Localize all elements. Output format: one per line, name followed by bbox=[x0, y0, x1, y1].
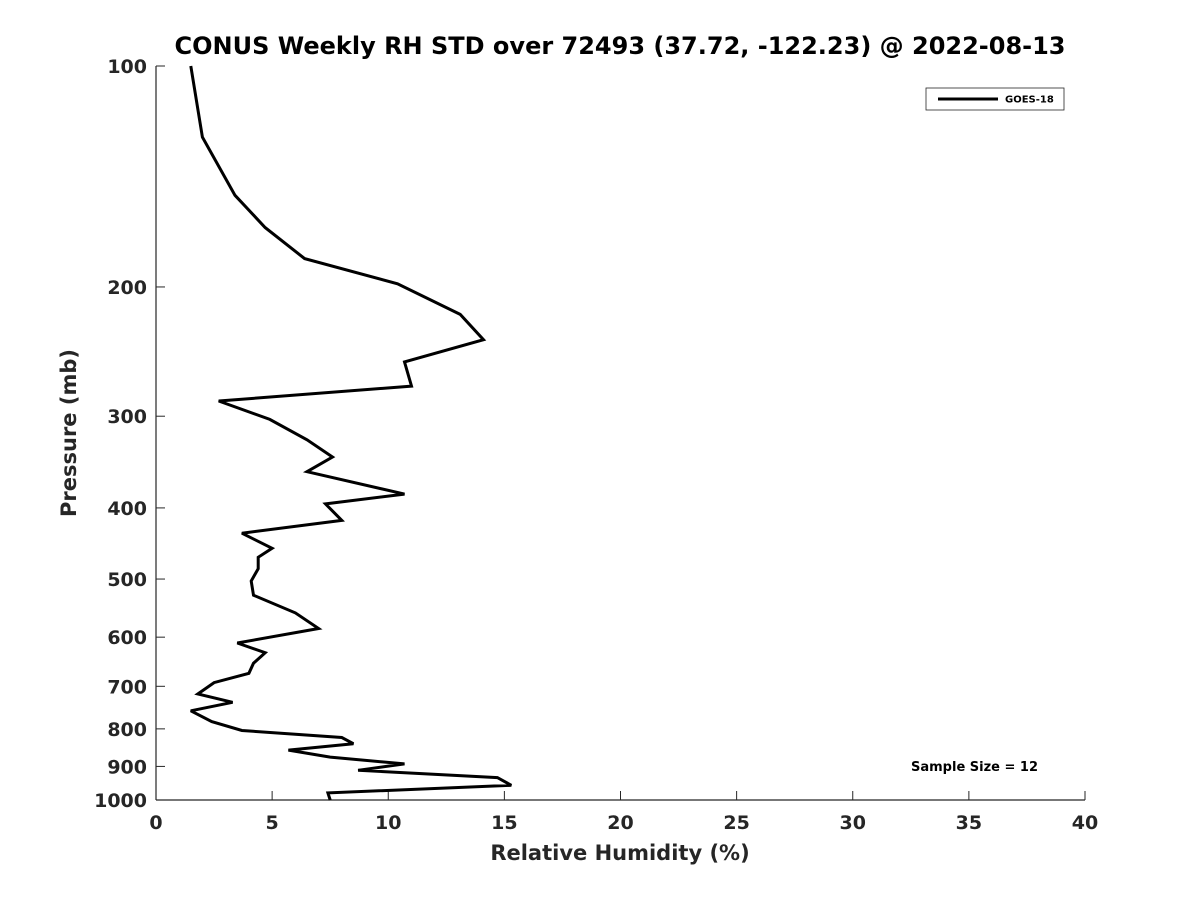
y-tick-label: 400 bbox=[107, 498, 147, 520]
y-tick-label: 500 bbox=[107, 569, 147, 591]
x-tick-label: 20 bbox=[607, 812, 633, 834]
y-ticks: 100 200 300 400 500 600 700 800 900 1000 bbox=[94, 56, 165, 812]
chart-title: CONUS Weekly RH STD over 72493 (37.72, -… bbox=[174, 32, 1065, 60]
y-tick-label: 800 bbox=[107, 719, 147, 741]
y-tick-label: 700 bbox=[107, 676, 147, 698]
x-tick-label: 40 bbox=[1072, 812, 1098, 834]
legend-label: GOES-18 bbox=[1005, 95, 1054, 106]
y-tick-label: 200 bbox=[107, 277, 147, 299]
series-line bbox=[189, 65, 513, 801]
y-tick-label: 300 bbox=[107, 406, 147, 428]
x-ticks: 0 5 10 15 20 25 30 35 40 bbox=[149, 791, 1098, 834]
y-tick-label: 600 bbox=[107, 627, 147, 649]
x-tick-label: 15 bbox=[491, 812, 517, 834]
legend: GOES-18 bbox=[925, 87, 1065, 111]
y-tick-label: 900 bbox=[107, 756, 147, 778]
x-tick-label: 30 bbox=[840, 812, 866, 834]
x-tick-label: 5 bbox=[266, 812, 279, 834]
x-tick-label: 0 bbox=[149, 812, 162, 834]
y-axis-label: Pressure (mb) bbox=[57, 349, 81, 517]
x-tick-label: 25 bbox=[723, 812, 749, 834]
y-tick-label: 100 bbox=[107, 56, 147, 78]
x-tick-label: 10 bbox=[375, 812, 401, 834]
sample-size-annotation: Sample Size = 12 bbox=[911, 760, 1038, 775]
y-tick-label: 1000 bbox=[94, 790, 147, 812]
series-layer bbox=[189, 65, 513, 801]
x-axis-label: Relative Humidity (%) bbox=[490, 841, 749, 865]
x-tick-label: 35 bbox=[956, 812, 982, 834]
